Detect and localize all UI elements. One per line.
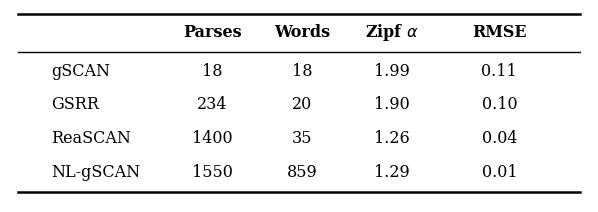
Text: 0.01: 0.01: [481, 164, 517, 181]
Text: 1.29: 1.29: [374, 164, 410, 181]
Text: gSCAN: gSCAN: [51, 63, 110, 80]
Text: Words: Words: [274, 24, 330, 41]
Text: 0.11: 0.11: [481, 63, 517, 80]
Text: 1400: 1400: [192, 130, 233, 147]
Text: ReaSCAN: ReaSCAN: [51, 130, 131, 147]
Text: 35: 35: [292, 130, 312, 147]
Text: NL-gSCAN: NL-gSCAN: [51, 164, 140, 181]
Text: 0.04: 0.04: [481, 130, 517, 147]
Text: RMSE: RMSE: [472, 24, 527, 41]
Text: GSRR: GSRR: [51, 96, 99, 113]
Text: 18: 18: [292, 63, 312, 80]
Text: 1.99: 1.99: [374, 63, 410, 80]
Text: Parses: Parses: [183, 24, 242, 41]
Text: 1.90: 1.90: [374, 96, 410, 113]
Text: 234: 234: [197, 96, 228, 113]
Text: 1550: 1550: [192, 164, 233, 181]
Text: Zipf $\it{\alpha}$: Zipf $\it{\alpha}$: [365, 22, 419, 43]
Text: 1.26: 1.26: [374, 130, 410, 147]
Text: 859: 859: [286, 164, 318, 181]
Text: 0.10: 0.10: [481, 96, 517, 113]
Text: 20: 20: [292, 96, 312, 113]
Text: 18: 18: [202, 63, 222, 80]
